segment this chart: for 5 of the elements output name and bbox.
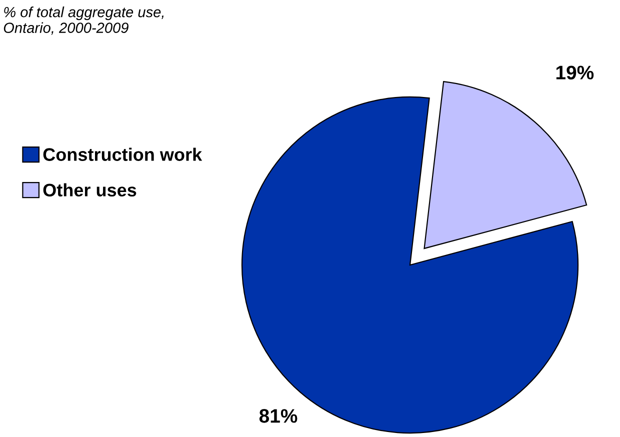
chart-title: % of total aggregate use, Ontario, 2000-2009: [4, 6, 164, 35]
data-label: 19%: [556, 66, 594, 80]
data-label: 81%: [259, 409, 298, 423]
legend-label: Construction work: [43, 148, 202, 161]
legend-label: Other uses: [43, 183, 136, 196]
